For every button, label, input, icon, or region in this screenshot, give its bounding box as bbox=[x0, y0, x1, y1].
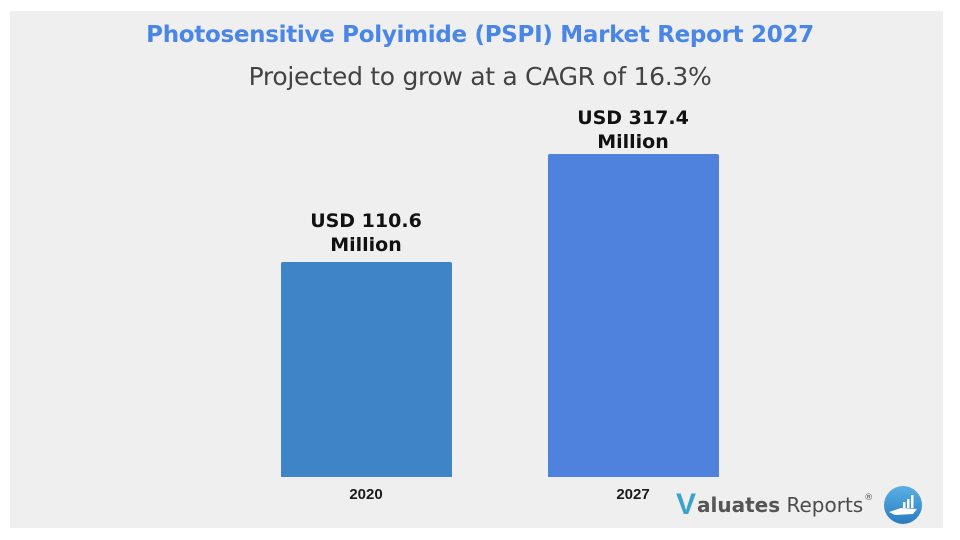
valuates-reports-logo: V aluates Reports® bbox=[676, 485, 923, 525]
bar-2027 bbox=[548, 154, 719, 477]
chart-title: Photosensitive Polyimide (PSPI) Market R… bbox=[146, 22, 814, 48]
x-tick-2020: 2020 bbox=[349, 486, 383, 503]
logo-registered-mark: ® bbox=[864, 493, 874, 503]
logo-wordmark: aluates Reports® bbox=[697, 493, 873, 517]
bar-label-2027: USD 317.4 Million bbox=[533, 106, 733, 154]
x-tick-2027: 2027 bbox=[616, 486, 650, 503]
bar-label-2027-value: USD 317.4 bbox=[577, 107, 689, 129]
chart-subtitle: Projected to grow at a CAGR of 16.3% bbox=[248, 62, 712, 91]
bar-label-2027-unit: Million bbox=[597, 131, 669, 153]
bar-label-2020: USD 110.6 Million bbox=[266, 209, 466, 257]
logo-word-bold: aluates bbox=[697, 493, 781, 517]
chart-circle-icon bbox=[884, 486, 923, 524]
bar-2020 bbox=[281, 262, 452, 477]
logo-word: Reports bbox=[780, 493, 864, 517]
chart-panel bbox=[10, 11, 943, 528]
logo-initial: V bbox=[676, 488, 697, 521]
bar-label-2020-value: USD 110.6 bbox=[310, 210, 422, 232]
bar-label-2020-unit: Million bbox=[330, 234, 402, 256]
